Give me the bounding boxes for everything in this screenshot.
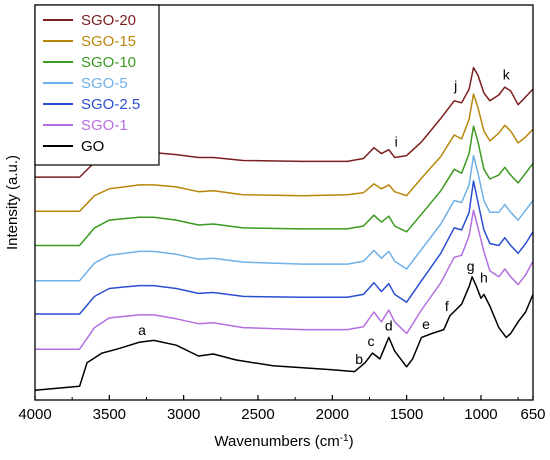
x-tick-label-4000: 4000 bbox=[18, 406, 51, 423]
series-line-sgo-1 bbox=[35, 209, 534, 350]
peak-label-c: c bbox=[368, 333, 375, 349]
legend-label-sgo-10: SGO-10 bbox=[81, 54, 136, 71]
peak-label-e: e bbox=[422, 316, 430, 332]
x-tick-label-1000: 1000 bbox=[464, 406, 497, 423]
legend-label-sgo-15: SGO-15 bbox=[81, 33, 136, 50]
peak-label-g: g bbox=[467, 258, 475, 274]
x-tick-label-3000: 3000 bbox=[167, 406, 200, 423]
legend-label-sgo-1: SGO-1 bbox=[81, 117, 128, 134]
x-tick-label-3500: 3500 bbox=[93, 406, 126, 423]
series-line-sgo-15 bbox=[35, 93, 534, 213]
peak-label-f: f bbox=[445, 298, 449, 314]
legend: SGO-20 SGO-15 SGO-10 SGO-5 SGO-2.5 SGO-1 GO bbox=[34, 4, 160, 166]
x-tick-label-650: 650 bbox=[520, 406, 545, 423]
series-line-sgo-10 bbox=[35, 125, 534, 247]
series-line-go bbox=[34, 276, 534, 391]
peak-label-j: j bbox=[453, 78, 457, 94]
peak-label-i: i bbox=[395, 134, 398, 150]
legend-label-sgo-20: SGO-20 bbox=[81, 12, 136, 29]
x-axis-label-tail: ) bbox=[349, 433, 354, 450]
x-axis-label: Wavenumbers (cm-1) bbox=[214, 433, 353, 451]
x-axis-label-sup: -1 bbox=[340, 433, 349, 444]
legend-label-sgo-5: SGO-5 bbox=[81, 75, 128, 92]
legend-label-go: GO bbox=[81, 138, 104, 155]
y-axis-label: Intensity (a.u.) bbox=[4, 155, 21, 250]
series-line-sgo-20 bbox=[35, 66, 534, 178]
peak-label-h: h bbox=[480, 270, 488, 286]
peak-label-b: b bbox=[355, 351, 363, 367]
peak-label-k: k bbox=[503, 66, 511, 82]
series-line-sgo-2-5 bbox=[35, 180, 534, 315]
series-line-sgo-5 bbox=[35, 154, 534, 282]
x-axis: 4000 3500 3000 2500 2000 1500 1000 650 bbox=[18, 395, 546, 423]
series-lines bbox=[34, 66, 534, 391]
x-tick-label-2500: 2500 bbox=[241, 406, 274, 423]
peak-label-d: d bbox=[385, 318, 393, 334]
x-tick-label-1500: 1500 bbox=[390, 406, 423, 423]
peak-annotations: a bcd ef gh i j k bbox=[138, 66, 511, 367]
x-axis-label-main: Wavenumbers (cm bbox=[214, 433, 339, 450]
legend-label-sgo-2-5: SGO-2.5 bbox=[81, 96, 140, 113]
peak-label-a: a bbox=[138, 322, 146, 338]
x-tick-label-2000: 2000 bbox=[316, 406, 349, 423]
plot-frame bbox=[34, 4, 534, 401]
legend-box bbox=[34, 4, 160, 166]
